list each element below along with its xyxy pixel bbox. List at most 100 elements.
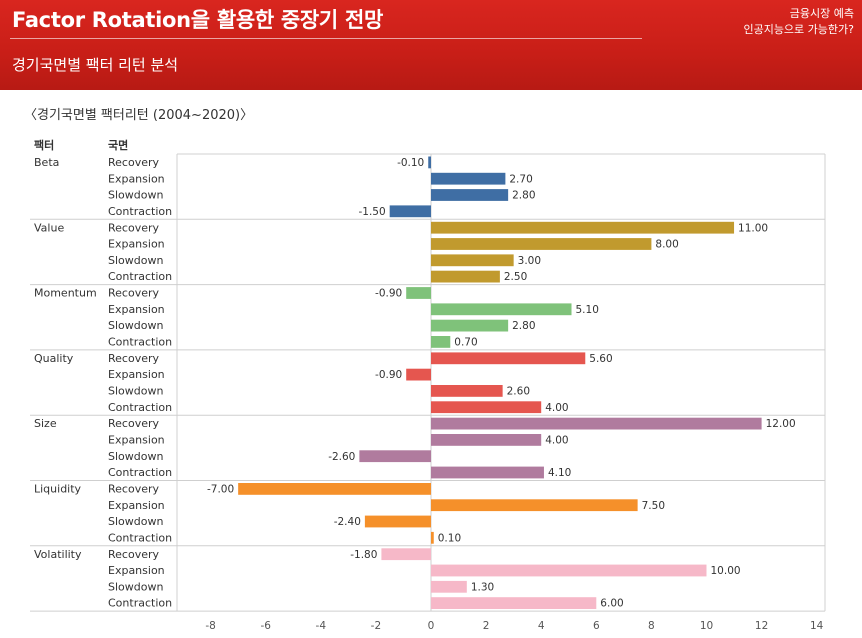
bar: [431, 580, 467, 593]
bar: [238, 483, 431, 495]
slide-title: Factor Rotation을 활용한 중장기 전망: [12, 8, 384, 32]
value-label: -0.90: [375, 288, 402, 300]
bar: [431, 336, 451, 348]
bar: [428, 156, 431, 169]
bar: [431, 270, 500, 283]
bar: [431, 254, 514, 267]
phase-label: Recovery: [108, 352, 159, 365]
value-label: 5.10: [576, 304, 599, 316]
value-label: -1.50: [359, 206, 386, 218]
value-label: 1.30: [471, 581, 494, 593]
x-tick-label: 12: [755, 620, 768, 632]
phase-label: Recovery: [108, 287, 159, 300]
bar: [431, 417, 762, 430]
bar: [431, 352, 586, 365]
bar: [431, 238, 652, 250]
phase-label: Expansion: [108, 238, 165, 251]
chart-title: 〈경기국면별 팩터리턴 (2004~2020)〉: [24, 108, 254, 123]
value-label: 0.10: [438, 532, 461, 544]
x-tick-label: 6: [593, 620, 600, 632]
phase-label: Contraction: [108, 466, 172, 479]
value-label: 4.00: [545, 435, 568, 447]
value-label: 4.00: [545, 402, 568, 414]
phase-label: Slowdown: [108, 189, 163, 202]
bar: [406, 368, 431, 381]
x-tick-label: -6: [260, 620, 271, 632]
bar: [431, 319, 509, 332]
corner-caption-line2: 인공지능으로 가능한가?: [743, 23, 854, 36]
factor-column-header: 팩터: [34, 138, 54, 152]
factor-label: Volatility: [34, 548, 82, 561]
bar: [431, 499, 638, 512]
bar: [406, 287, 431, 299]
value-label: 12.00: [766, 418, 796, 430]
value-label: 2.50: [504, 271, 527, 283]
x-tick-label: -2: [371, 620, 381, 632]
factor-label: Size: [34, 417, 57, 430]
bar: [431, 531, 434, 544]
x-tick-label: 2: [483, 620, 490, 632]
slide-subtitle: 경기국면별 팩터 리턴 분석: [12, 56, 179, 74]
factor-label: Momentum: [34, 287, 97, 300]
factor-label: Liquidity: [34, 483, 82, 496]
phase-label: Contraction: [108, 401, 172, 414]
phase-label: Slowdown: [108, 450, 163, 463]
value-label: 10.00: [711, 565, 741, 577]
title-divider: [10, 38, 642, 39]
value-label: 2.80: [512, 320, 535, 332]
value-label: -0.90: [375, 369, 402, 381]
value-label: 2.70: [509, 173, 532, 185]
x-tick-label: 4: [538, 620, 545, 632]
bar: [431, 434, 542, 446]
factor-label: Beta: [34, 156, 59, 169]
value-label: -0.10: [397, 157, 424, 169]
phase-label: Recovery: [108, 483, 159, 496]
phase-label: Recovery: [108, 221, 159, 234]
value-label: -2.40: [334, 516, 361, 528]
phase-label: Slowdown: [108, 580, 163, 593]
bar: [381, 548, 431, 561]
bar: [359, 450, 431, 463]
phase-label: Expansion: [108, 564, 165, 577]
bar: [431, 564, 707, 577]
bar: [431, 401, 542, 414]
value-label: 0.70: [454, 337, 477, 349]
bar: [431, 172, 506, 185]
phase-label: Expansion: [108, 434, 165, 447]
value-label: 3.00: [518, 255, 541, 267]
x-tick-label: 14: [810, 620, 824, 632]
phase-label: Expansion: [108, 499, 165, 512]
phase-label: Expansion: [108, 303, 165, 316]
x-tick-label: 0: [428, 620, 435, 632]
phase-label: Contraction: [108, 336, 172, 349]
bar: [389, 205, 431, 218]
factor-label: Value: [34, 221, 64, 234]
value-label: 7.50: [642, 500, 665, 512]
value-label: 4.10: [548, 467, 571, 479]
phase-label: Contraction: [108, 270, 172, 283]
x-tick-label: 8: [648, 620, 655, 632]
bar: [431, 189, 509, 201]
phase-label: Slowdown: [108, 385, 163, 398]
bar: [431, 221, 735, 234]
corner-caption-line1: 금융시장 예측: [789, 7, 854, 20]
value-label: 2.60: [507, 386, 530, 398]
phase-column-header: 국면: [108, 138, 128, 152]
factor-label: Quality: [34, 352, 74, 365]
value-label: 11.00: [738, 222, 768, 234]
bar: [431, 597, 597, 609]
phase-label: Contraction: [108, 205, 172, 218]
value-label: 5.60: [589, 353, 612, 365]
x-tick-label: 10: [700, 620, 713, 632]
value-label: -2.60: [328, 451, 355, 463]
phase-label: Slowdown: [108, 515, 163, 528]
phase-label: Slowdown: [108, 254, 163, 267]
phase-label: Recovery: [108, 417, 159, 430]
value-label: 8.00: [655, 239, 678, 251]
x-tick-label: -8: [205, 620, 215, 632]
bar: [431, 466, 544, 479]
phase-label: Slowdown: [108, 319, 163, 332]
value-label: -7.00: [207, 484, 234, 496]
value-label: -1.80: [350, 549, 377, 561]
